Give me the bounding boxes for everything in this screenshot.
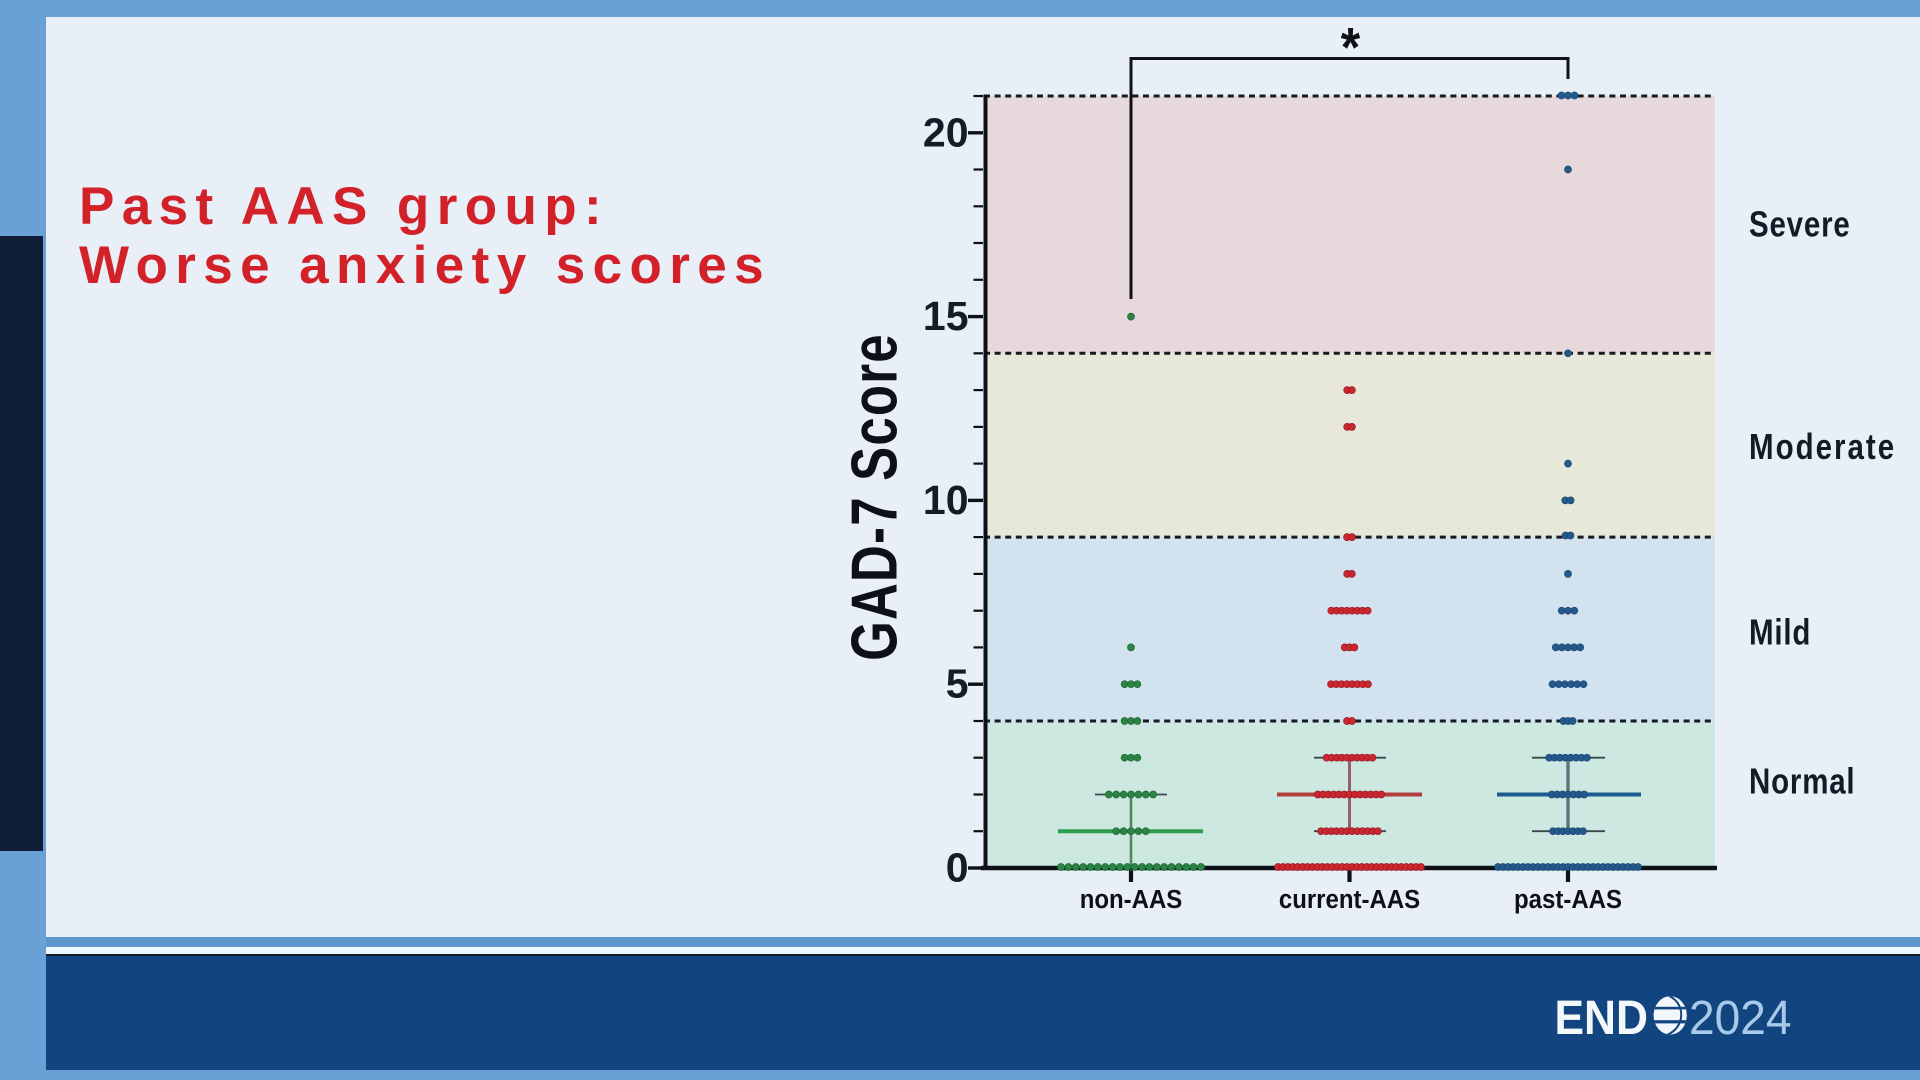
svg-text:0: 0	[946, 845, 969, 891]
svg-text:15: 15	[923, 293, 969, 339]
svg-text:Mild: Mild	[1749, 612, 1811, 653]
svg-text:Normal: Normal	[1749, 761, 1855, 802]
svg-text:10: 10	[923, 477, 969, 523]
svg-text:current-AAS: current-AAS	[1279, 885, 1420, 914]
svg-text:past-AAS: past-AAS	[1514, 885, 1622, 914]
svg-text:END: END	[1555, 992, 1649, 1045]
svg-text:non-AAS: non-AAS	[1080, 885, 1183, 914]
svg-text:5: 5	[946, 661, 969, 707]
svg-text:2024: 2024	[1689, 992, 1792, 1045]
svg-text:GAD-7 Score: GAD-7 Score	[839, 333, 911, 661]
svg-text:*: *	[1341, 17, 1361, 79]
svg-text:20: 20	[923, 109, 969, 155]
svg-text:Moderate: Moderate	[1749, 427, 1896, 468]
svg-text:Severe: Severe	[1749, 205, 1851, 246]
